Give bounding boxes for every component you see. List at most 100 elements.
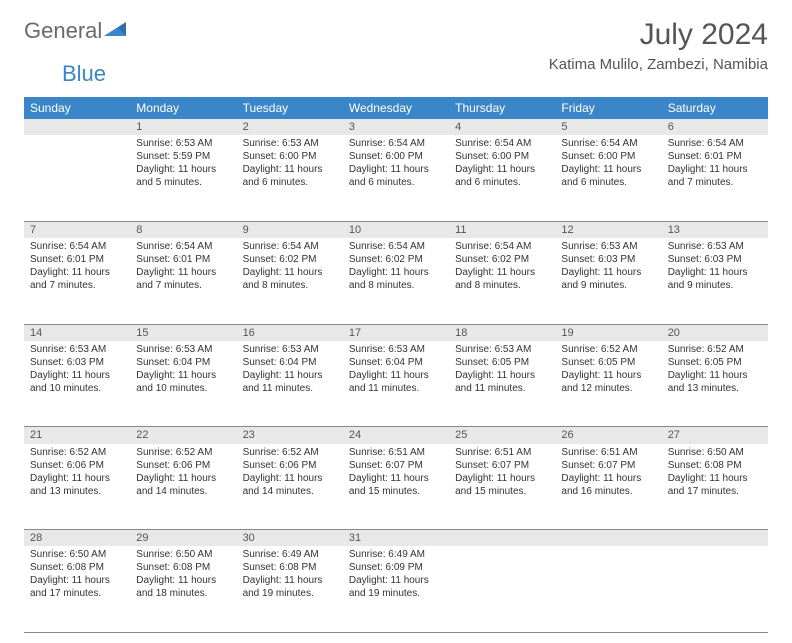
sunset-text: Sunset: 6:01 PM: [30, 253, 124, 266]
day-cell: Sunrise: 6:53 AMSunset: 6:00 PMDaylight:…: [237, 135, 343, 221]
week-row: Sunrise: 6:53 AMSunset: 5:59 PMDaylight:…: [24, 135, 768, 221]
day-number-cell: 12: [555, 221, 661, 238]
daylight-text: Daylight: 11 hours and 11 minutes.: [455, 369, 549, 395]
day-cell: Sunrise: 6:50 AMSunset: 6:08 PMDaylight:…: [130, 546, 236, 632]
day-number-cell: [449, 530, 555, 547]
sunrise-text: Sunrise: 6:53 AM: [243, 343, 337, 356]
daylight-text: Daylight: 11 hours and 11 minutes.: [243, 369, 337, 395]
sunrise-text: Sunrise: 6:49 AM: [243, 548, 337, 561]
sunrise-text: Sunrise: 6:53 AM: [136, 343, 230, 356]
sunset-text: Sunset: 6:06 PM: [243, 459, 337, 472]
day-cell: [24, 135, 130, 221]
daylight-text: Daylight: 11 hours and 19 minutes.: [349, 574, 443, 600]
day-number-cell: 20: [662, 324, 768, 341]
sunrise-text: Sunrise: 6:54 AM: [668, 137, 762, 150]
day-number-cell: [555, 530, 661, 547]
sunset-text: Sunset: 6:03 PM: [668, 253, 762, 266]
daylight-text: Daylight: 11 hours and 7 minutes.: [30, 266, 124, 292]
sunrise-text: Sunrise: 6:50 AM: [668, 446, 762, 459]
day-cell: [449, 546, 555, 632]
sunset-text: Sunset: 6:00 PM: [243, 150, 337, 163]
day-number-cell: 18: [449, 324, 555, 341]
daylight-text: Daylight: 11 hours and 10 minutes.: [30, 369, 124, 395]
weekday-header: Monday: [130, 97, 236, 119]
day-number-cell: 9: [237, 221, 343, 238]
sunrise-text: Sunrise: 6:54 AM: [349, 240, 443, 253]
page-title: July 2024: [549, 18, 768, 52]
day-cell: Sunrise: 6:54 AMSunset: 6:02 PMDaylight:…: [343, 238, 449, 324]
day-cell: Sunrise: 6:51 AMSunset: 6:07 PMDaylight:…: [555, 444, 661, 530]
day-number-cell: 19: [555, 324, 661, 341]
day-number-cell: 7: [24, 221, 130, 238]
calendar-table: SundayMondayTuesdayWednesdayThursdayFrid…: [24, 97, 768, 633]
day-cell: Sunrise: 6:54 AMSunset: 6:01 PMDaylight:…: [24, 238, 130, 324]
page-subtitle: Katima Mulilo, Zambezi, Namibia: [549, 56, 768, 73]
sunrise-text: Sunrise: 6:52 AM: [243, 446, 337, 459]
daylight-text: Daylight: 11 hours and 12 minutes.: [561, 369, 655, 395]
day-number-cell: 3: [343, 119, 449, 135]
day-cell: Sunrise: 6:54 AMSunset: 6:00 PMDaylight:…: [555, 135, 661, 221]
daylight-text: Daylight: 11 hours and 17 minutes.: [30, 574, 124, 600]
daylight-text: Daylight: 11 hours and 9 minutes.: [668, 266, 762, 292]
day-number-cell: 17: [343, 324, 449, 341]
week-row: Sunrise: 6:54 AMSunset: 6:01 PMDaylight:…: [24, 238, 768, 324]
daylight-text: Daylight: 11 hours and 18 minutes.: [136, 574, 230, 600]
day-cell: Sunrise: 6:54 AMSunset: 6:01 PMDaylight:…: [130, 238, 236, 324]
sunset-text: Sunset: 6:04 PM: [136, 356, 230, 369]
day-number-cell: 4: [449, 119, 555, 135]
sunset-text: Sunset: 6:07 PM: [561, 459, 655, 472]
sunrise-text: Sunrise: 6:54 AM: [455, 137, 549, 150]
sunrise-text: Sunrise: 6:53 AM: [349, 343, 443, 356]
daylight-text: Daylight: 11 hours and 15 minutes.: [455, 472, 549, 498]
day-cell: Sunrise: 6:52 AMSunset: 6:06 PMDaylight:…: [24, 444, 130, 530]
daylight-text: Daylight: 11 hours and 13 minutes.: [30, 472, 124, 498]
sunset-text: Sunset: 6:01 PM: [136, 253, 230, 266]
day-number-cell: 29: [130, 530, 236, 547]
daylight-text: Daylight: 11 hours and 5 minutes.: [136, 163, 230, 189]
daylight-text: Daylight: 11 hours and 14 minutes.: [243, 472, 337, 498]
sunrise-text: Sunrise: 6:52 AM: [30, 446, 124, 459]
sunrise-text: Sunrise: 6:53 AM: [455, 343, 549, 356]
sunrise-text: Sunrise: 6:54 AM: [455, 240, 549, 253]
daylight-text: Daylight: 11 hours and 6 minutes.: [455, 163, 549, 189]
daynum-row: 123456: [24, 119, 768, 135]
day-cell: Sunrise: 6:49 AMSunset: 6:08 PMDaylight:…: [237, 546, 343, 632]
weekday-header: Sunday: [24, 97, 130, 119]
sunrise-text: Sunrise: 6:53 AM: [561, 240, 655, 253]
daylight-text: Daylight: 11 hours and 13 minutes.: [668, 369, 762, 395]
sunset-text: Sunset: 6:00 PM: [455, 150, 549, 163]
day-cell: Sunrise: 6:53 AMSunset: 5:59 PMDaylight:…: [130, 135, 236, 221]
sunset-text: Sunset: 6:05 PM: [668, 356, 762, 369]
day-cell: Sunrise: 6:51 AMSunset: 6:07 PMDaylight:…: [343, 444, 449, 530]
weekday-header-row: SundayMondayTuesdayWednesdayThursdayFrid…: [24, 97, 768, 119]
day-number-cell: [662, 530, 768, 547]
sunset-text: Sunset: 6:08 PM: [136, 561, 230, 574]
sunset-text: Sunset: 6:08 PM: [30, 561, 124, 574]
sunrise-text: Sunrise: 6:49 AM: [349, 548, 443, 561]
day-number-cell: 2: [237, 119, 343, 135]
sunset-text: Sunset: 6:07 PM: [455, 459, 549, 472]
sunset-text: Sunset: 6:04 PM: [349, 356, 443, 369]
daynum-row: 28293031: [24, 530, 768, 547]
sunrise-text: Sunrise: 6:50 AM: [30, 548, 124, 561]
day-number-cell: 5: [555, 119, 661, 135]
daylight-text: Daylight: 11 hours and 17 minutes.: [668, 472, 762, 498]
day-number-cell: 24: [343, 427, 449, 444]
day-number-cell: 31: [343, 530, 449, 547]
day-cell: Sunrise: 6:53 AMSunset: 6:04 PMDaylight:…: [343, 341, 449, 427]
day-number-cell: 8: [130, 221, 236, 238]
daylight-text: Daylight: 11 hours and 8 minutes.: [349, 266, 443, 292]
day-number-cell: 22: [130, 427, 236, 444]
daylight-text: Daylight: 11 hours and 19 minutes.: [243, 574, 337, 600]
daylight-text: Daylight: 11 hours and 6 minutes.: [561, 163, 655, 189]
daynum-row: 21222324252627: [24, 427, 768, 444]
day-cell: Sunrise: 6:49 AMSunset: 6:09 PMDaylight:…: [343, 546, 449, 632]
day-cell: Sunrise: 6:54 AMSunset: 6:00 PMDaylight:…: [343, 135, 449, 221]
weekday-header: Friday: [555, 97, 661, 119]
sunrise-text: Sunrise: 6:53 AM: [136, 137, 230, 150]
sunset-text: Sunset: 6:04 PM: [243, 356, 337, 369]
day-cell: Sunrise: 6:54 AMSunset: 6:01 PMDaylight:…: [662, 135, 768, 221]
day-number-cell: 15: [130, 324, 236, 341]
daylight-text: Daylight: 11 hours and 11 minutes.: [349, 369, 443, 395]
sunrise-text: Sunrise: 6:53 AM: [243, 137, 337, 150]
